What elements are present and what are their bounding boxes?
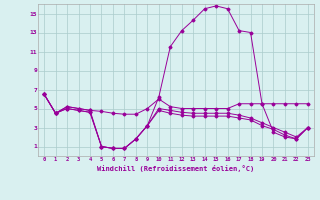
- X-axis label: Windchill (Refroidissement éolien,°C): Windchill (Refroidissement éolien,°C): [97, 165, 255, 172]
